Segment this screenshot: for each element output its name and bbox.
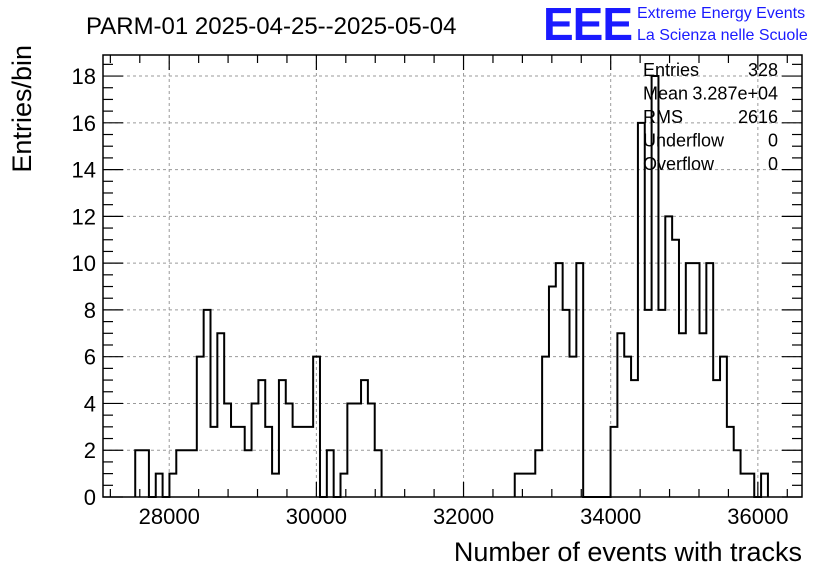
logo-line-2: La Scienza nelle Scuole bbox=[637, 27, 808, 44]
x-axis-label: Number of events with tracks bbox=[454, 537, 802, 567]
logo-mark: EEE bbox=[543, 0, 632, 50]
stats-value: 0 bbox=[768, 154, 778, 174]
histogram-bin bbox=[693, 263, 700, 497]
y-tick-label: 16 bbox=[72, 111, 96, 136]
y-tick-label: 0 bbox=[84, 485, 96, 510]
y-tick-label: 10 bbox=[72, 251, 96, 276]
stats-value: 2616 bbox=[738, 107, 778, 127]
y-tick-label: 18 bbox=[72, 64, 96, 89]
histogram-bin bbox=[279, 380, 286, 497]
y-tick-label: 6 bbox=[84, 345, 96, 370]
histogram-bin bbox=[569, 357, 576, 497]
histogram-bin bbox=[542, 357, 549, 497]
histogram-bin bbox=[210, 427, 217, 497]
y-tick-labels: 0 2 4 6 8 10 12 14 16 18 bbox=[72, 64, 96, 510]
histogram-bin bbox=[611, 427, 618, 497]
histogram-outline bbox=[134, 75, 769, 498]
histogram-bin bbox=[258, 380, 265, 497]
histogram-bin bbox=[183, 450, 190, 497]
histogram-bin bbox=[327, 450, 334, 497]
histogram-bin bbox=[556, 263, 563, 497]
histogram-bin bbox=[197, 357, 204, 497]
histogram-bin bbox=[549, 287, 556, 497]
histogram-bin bbox=[617, 333, 624, 497]
y-tick-label: 8 bbox=[84, 298, 96, 323]
x-tick-label: 30000 bbox=[286, 504, 347, 529]
histogram-bin bbox=[720, 357, 727, 497]
stats-label: RMS bbox=[643, 107, 683, 127]
stats-label: Overflow bbox=[643, 154, 715, 174]
y-tick-label: 14 bbox=[72, 158, 96, 183]
histogram-bin bbox=[672, 240, 679, 497]
stats-label: Mean bbox=[643, 84, 688, 104]
histogram-bin bbox=[217, 333, 224, 497]
histogram-bin bbox=[727, 427, 734, 497]
histogram-bin bbox=[265, 427, 272, 497]
histogram-bin bbox=[679, 333, 686, 497]
y-tick-label: 4 bbox=[84, 391, 96, 416]
histogram-bin bbox=[245, 450, 252, 497]
histogram-bin bbox=[624, 357, 631, 497]
histogram-bin bbox=[142, 450, 149, 497]
histogram-bin bbox=[293, 427, 300, 497]
histogram-bin bbox=[576, 263, 583, 497]
logo-line-1: Extreme Energy Events bbox=[637, 5, 805, 22]
histogram-bin bbox=[528, 474, 535, 497]
histogram-bin bbox=[631, 380, 638, 497]
stats-value: 3.287e+04 bbox=[692, 84, 778, 104]
stats-value: 0 bbox=[768, 131, 778, 151]
y-axis-label: Entries/bin bbox=[7, 45, 37, 173]
grid bbox=[103, 55, 802, 497]
histogram-bin bbox=[734, 450, 741, 497]
histogram-bin bbox=[761, 474, 768, 497]
x-tick-label: 36000 bbox=[727, 504, 788, 529]
x-tick-label: 32000 bbox=[433, 504, 494, 529]
histogram-bin bbox=[747, 474, 754, 497]
stats-value: 328 bbox=[748, 60, 778, 80]
x-tick-label: 34000 bbox=[580, 504, 641, 529]
y-tick-label: 12 bbox=[72, 204, 96, 229]
histogram-bin bbox=[306, 427, 313, 497]
chart-title: PARM-01 2025-04-25--2025-05-04 bbox=[86, 13, 456, 40]
histogram-bin bbox=[238, 427, 245, 497]
histogram-bin bbox=[686, 263, 693, 497]
histogram-bin bbox=[176, 450, 183, 497]
x-tick-label: 28000 bbox=[139, 504, 200, 529]
histogram-bin bbox=[706, 263, 713, 497]
histogram-bin bbox=[515, 474, 522, 497]
histogram-bin bbox=[156, 474, 163, 497]
histogram-bin bbox=[741, 474, 748, 497]
histogram-bin bbox=[299, 427, 306, 497]
histogram-bin bbox=[272, 474, 279, 497]
histogram-bin bbox=[135, 450, 142, 497]
logo: EEE Extreme Energy Events La Scienza nel… bbox=[543, 0, 808, 50]
stats-label: Entries bbox=[643, 60, 699, 80]
stats-label: Underflow bbox=[643, 131, 725, 151]
plot-frame bbox=[102, 54, 803, 498]
histogram-bin bbox=[700, 333, 707, 497]
x-tick-labels: 28000 30000 32000 34000 36000 bbox=[139, 504, 789, 529]
histogram-bin bbox=[535, 450, 542, 497]
histogram-bin bbox=[169, 474, 176, 497]
stats-box: Entries 328 Mean 3.287e+04 RMS 2616 Underflow 0… bbox=[643, 60, 778, 174]
histogram-bin bbox=[713, 380, 720, 497]
histogram-bin bbox=[190, 450, 197, 497]
histogram-bin bbox=[231, 427, 238, 497]
y-tick-label: 2 bbox=[84, 438, 96, 463]
axis-ticks bbox=[103, 55, 802, 498]
histogram-bin bbox=[361, 380, 368, 497]
